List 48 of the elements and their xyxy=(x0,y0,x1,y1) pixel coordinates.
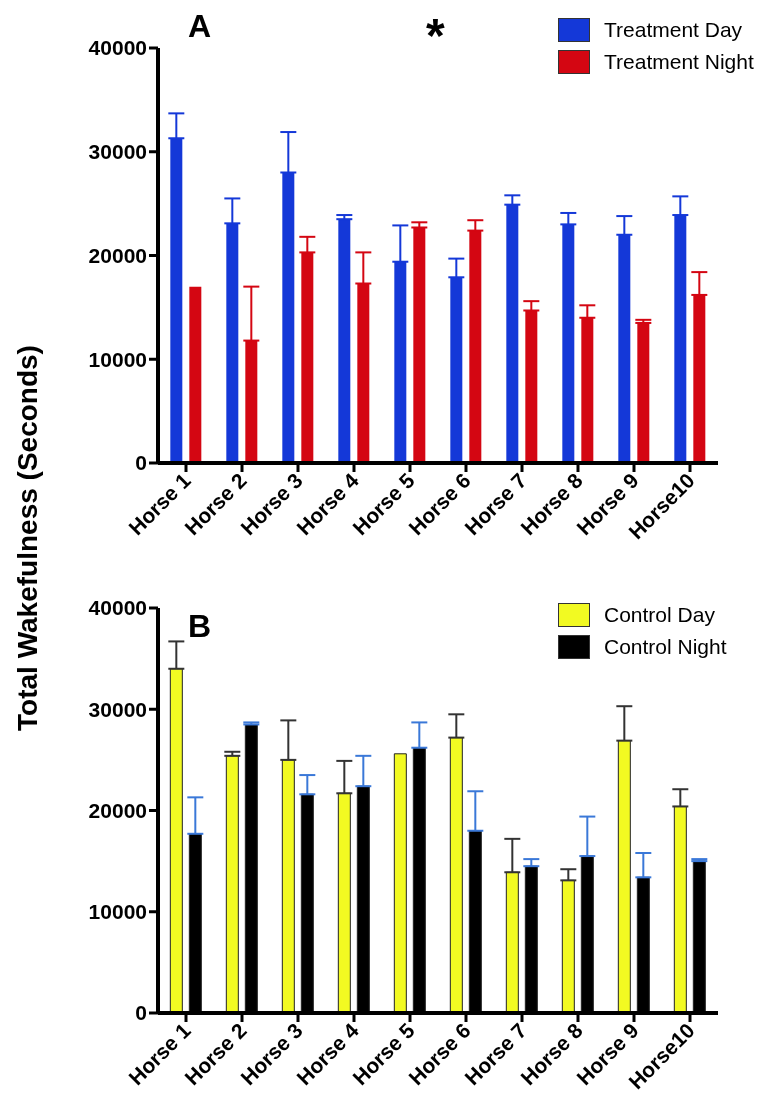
bar xyxy=(226,223,239,463)
y-tick-label: 30000 xyxy=(88,140,147,164)
bar xyxy=(617,740,631,1013)
y-tick-label: 30000 xyxy=(88,697,147,721)
y-tick-label: 20000 xyxy=(88,798,147,822)
bar xyxy=(449,737,463,1013)
bar xyxy=(673,805,687,1013)
bar xyxy=(337,792,351,1013)
bar xyxy=(170,138,183,463)
bar xyxy=(674,215,687,463)
bar xyxy=(338,219,351,463)
bar xyxy=(506,204,519,463)
bar xyxy=(393,753,407,1013)
bar xyxy=(618,234,631,463)
bar xyxy=(693,294,706,463)
annotation: * xyxy=(426,8,445,63)
y-tick-label: 0 xyxy=(135,1001,147,1025)
y-axis-title: Total Wakefulness (Seconds) xyxy=(12,345,44,731)
bar xyxy=(394,261,407,463)
bar xyxy=(357,283,370,463)
bar xyxy=(189,286,202,463)
legend-label: Control Night xyxy=(604,635,727,659)
bar xyxy=(469,230,482,463)
y-tick-label: 10000 xyxy=(88,347,147,371)
bar xyxy=(245,340,258,463)
y-tick-label: 10000 xyxy=(88,900,147,924)
bar xyxy=(561,879,575,1013)
bar xyxy=(637,322,650,463)
y-tick-label: 40000 xyxy=(88,596,147,620)
bar xyxy=(450,277,463,463)
bar xyxy=(413,227,426,463)
legend-label: Treatment Day xyxy=(604,18,743,42)
y-tick-label: 0 xyxy=(135,451,147,475)
bar xyxy=(562,224,575,463)
bar xyxy=(169,668,183,1013)
bar xyxy=(525,310,538,463)
y-tick-label: 40000 xyxy=(88,36,147,60)
chart-title: B xyxy=(188,608,212,645)
bar xyxy=(225,755,239,1013)
bar xyxy=(281,759,295,1013)
legend-label: Treatment Night xyxy=(604,50,754,74)
bar xyxy=(581,317,594,463)
bar xyxy=(282,172,295,463)
legend-label: Control Day xyxy=(604,603,715,627)
y-tick-label: 20000 xyxy=(88,243,147,267)
bar xyxy=(505,871,519,1013)
chart-title: A xyxy=(188,8,212,45)
bar xyxy=(301,252,314,463)
